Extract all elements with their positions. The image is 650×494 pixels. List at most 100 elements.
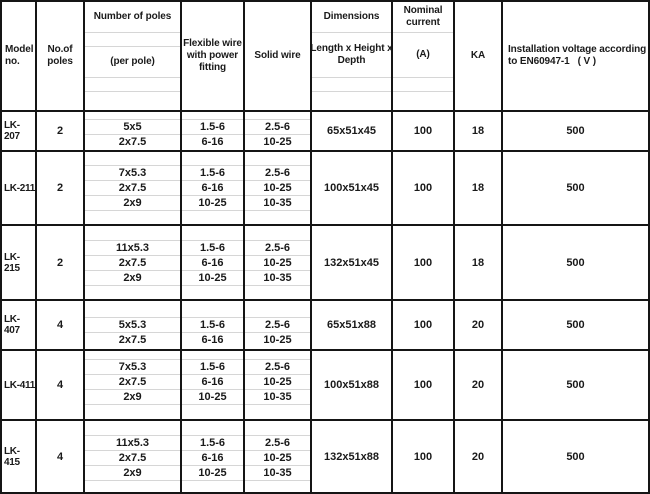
dimensions-cell: 65x51x45 — [312, 112, 393, 150]
grid-gap — [393, 78, 453, 92]
header-poles-line2: poles — [47, 56, 73, 67]
solid-wire-value: 10-25 — [263, 334, 292, 346]
solid-wire-value: 2.5-6 — [245, 120, 310, 135]
per-pole-value: 2x7.5 — [85, 451, 180, 466]
solid-wire-value: 2.5-6 — [245, 436, 310, 451]
grid-gap — [182, 112, 243, 120]
grid-gap — [312, 78, 391, 92]
solid-wire-cell: 2.5-6 10-25 10-35 — [245, 152, 312, 224]
flexible-wire-cell: 1.5-6 6-16 10-25 — [182, 351, 245, 419]
solid-wire-cell: 2.5-6 10-25 — [245, 301, 312, 349]
ka-cell: 20 — [455, 421, 503, 492]
solid-wire-cell: 2.5-6 10-25 10-35 — [245, 421, 312, 492]
header-number-of-poles: Number of poles — [85, 2, 180, 33]
per-pole-value: 2x7.5 — [85, 256, 180, 271]
grid-gap — [85, 211, 180, 224]
header-flexible-line2: with power — [186, 50, 239, 61]
header-per-pole: Number of poles (per pole) — [85, 2, 182, 110]
header-ka-label: KA — [470, 50, 486, 61]
dimensions-cell: 132x51x88 — [312, 421, 393, 492]
per-pole-value: 2x9 — [85, 196, 180, 211]
solid-wire-value: 10-35 — [245, 271, 310, 286]
grid-gap — [85, 481, 180, 492]
ka-cell: 20 — [455, 351, 503, 419]
header-nominal-unit-wrap: (A) — [393, 33, 453, 78]
grid-gap — [182, 301, 243, 318]
dimensions-cell: 65x51x88 — [312, 301, 393, 349]
solid-wire-cell: 2.5-6 10-25 10-35 — [245, 226, 312, 299]
poles-cell: 2 — [37, 226, 85, 299]
per-pole-value: 7x5.3 — [85, 360, 180, 375]
header-poles: No.of poles — [37, 2, 85, 110]
per-pole-value: 2x9 — [85, 466, 180, 481]
header-dimensions-sub-line1: Length x Height x — [312, 43, 393, 54]
solid-wire-value: 10-25 — [263, 136, 292, 148]
grid-gap — [182, 286, 243, 299]
voltage-cell: 500 — [503, 351, 648, 419]
grid-gap — [245, 211, 310, 224]
dimensions-cell: 100x51x45 — [312, 152, 393, 224]
current-cell: 100 — [393, 112, 455, 150]
ka-cell: 18 — [455, 226, 503, 299]
per-pole-value: 2x7.5 — [118, 334, 147, 346]
poles-cell: 4 — [37, 421, 85, 492]
header-dimensions-sub-line2: Depth — [337, 55, 366, 66]
per-pole-value: 5x5 — [85, 120, 180, 135]
header-nominal-line2: current — [406, 17, 440, 28]
solid-wire-cell: 2.5-6 10-25 10-35 — [245, 351, 312, 419]
current-cell: 100 — [393, 351, 455, 419]
grid-gap — [85, 226, 180, 241]
header-flexible-line1: Flexible wire — [183, 38, 242, 49]
header-voltage-line2: to EN60947-1 ( V ) — [508, 56, 597, 67]
header-model: Model no. — [2, 2, 37, 110]
poles-cell: 4 — [37, 351, 85, 419]
header-dimensions-sub: Length x Height x Depth — [312, 33, 391, 78]
flexible-wire-value: 6-16 — [182, 256, 243, 271]
per-pole-value: 2x7.5 — [85, 375, 180, 390]
grid-gap — [393, 92, 453, 110]
current-cell: 100 — [393, 301, 455, 349]
flexible-wire-value: 10-25 — [182, 390, 243, 405]
solid-wire-value: 10-35 — [245, 196, 310, 211]
solid-wire-value: 2.5-6 — [245, 166, 310, 181]
header-flexible-line3: fitting — [198, 62, 227, 73]
ka-cell: 18 — [455, 152, 503, 224]
header-per-pole-label: (per pole) — [110, 56, 155, 67]
flexible-wire-value: 1.5-6 — [182, 360, 243, 375]
grid-gap — [182, 226, 243, 241]
flexible-wire-cell: 1.5-6 6-16 10-25 — [182, 152, 245, 224]
table-row: LK-415 4 11x5.3 2x7.5 2x9 1.5-6 6-16 10-… — [2, 421, 648, 492]
per-pole-cell: 7x5.3 2x7.5 2x9 — [85, 351, 182, 419]
flexible-wire-value: 10-25 — [182, 466, 243, 481]
header-dimensions-label-wrap: Dimensions — [312, 2, 391, 33]
model-cell: LK-415 — [2, 421, 37, 492]
header-nominal-line1: Nominal — [403, 5, 443, 16]
flexible-wire-value: 10-25 — [182, 196, 243, 211]
flexible-wire-value: 6-16 — [201, 136, 224, 148]
grid-gap — [245, 286, 310, 299]
per-pole-value: 5x5.3 — [85, 318, 180, 333]
grid-gap — [245, 405, 310, 419]
grid-gap — [85, 112, 180, 120]
header-voltage-line1: Installation voltage according — [508, 44, 647, 55]
per-pole-cell: 11x5.3 2x7.5 2x9 — [85, 226, 182, 299]
per-pole-cell: 5x5.3 2x7.5 — [85, 301, 182, 349]
voltage-cell: 500 — [503, 152, 648, 224]
grid-gap — [245, 152, 310, 166]
grid-gap — [182, 211, 243, 224]
grid-gap — [85, 405, 180, 419]
model-cell: LK-207 — [2, 112, 37, 150]
grid-gap — [85, 351, 180, 360]
per-pole-value: 11x5.3 — [85, 436, 180, 451]
grid-gap — [182, 152, 243, 166]
solid-wire-value: 2.5-6 — [245, 360, 310, 375]
solid-wire-value: 2.5-6 — [245, 241, 310, 256]
grid-gap — [85, 92, 180, 110]
per-pole-value: 2x9 — [85, 390, 180, 405]
flexible-wire-cell: 1.5-6 6-16 10-25 — [182, 226, 245, 299]
poles-cell: 4 — [37, 301, 85, 349]
table-row: LK-207 2 5x5 2x7.5 1.5-6 6-16 2.5-6 10-2… — [2, 112, 648, 152]
grid-gap — [85, 286, 180, 299]
poles-cell: 2 — [37, 112, 85, 150]
